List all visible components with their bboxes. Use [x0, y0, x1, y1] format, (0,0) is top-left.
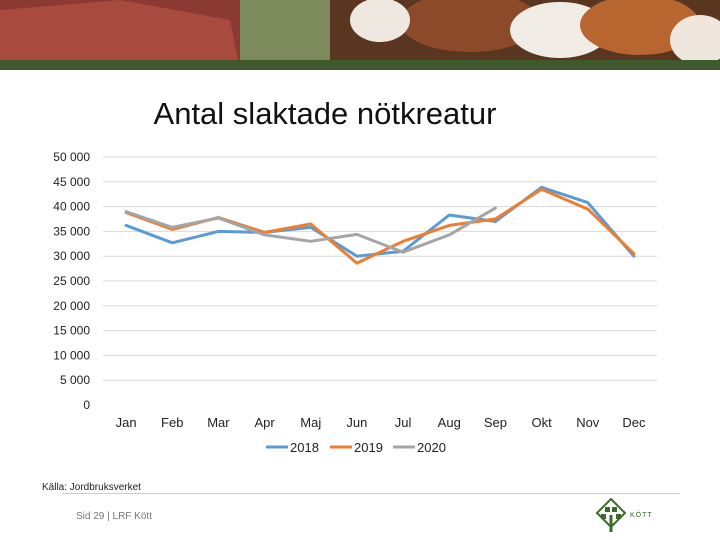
x-tick-label: Jun	[346, 415, 367, 430]
y-tick-label: 20 000	[53, 299, 90, 313]
logo-wordmark: KÖTT	[630, 512, 653, 519]
y-tick-label: 0	[83, 398, 90, 412]
grid-lines	[103, 156, 657, 381]
y-tick-label: 50 000	[53, 150, 90, 164]
tree-logo-icon	[595, 497, 627, 532]
page-label: Sid 29 | LRF Kött	[76, 511, 152, 522]
x-tick-label: Jan	[116, 415, 137, 430]
y-tick-label: 30 000	[53, 249, 90, 263]
chart-title: Antal slaktade nötkreatur	[153, 96, 497, 131]
source-note: Källa: Jordbruksverket	[42, 482, 141, 493]
x-tick-label: Nov	[576, 415, 600, 430]
y-axis-tick-labels: 0 5 000 10 000 15 000 20 000 25 000 30 000 35 0…	[53, 150, 90, 412]
x-tick-label: Dec	[622, 415, 646, 430]
x-tick-label: Maj	[300, 415, 321, 430]
legend-label-2020: 2020	[417, 440, 446, 455]
y-tick-label: 25 000	[53, 274, 90, 288]
footer-divider	[62, 493, 680, 494]
x-tick-label: Feb	[161, 415, 183, 430]
y-tick-label: 35 000	[53, 224, 90, 238]
legend: 2018 2019 2020	[266, 440, 446, 455]
y-tick-label: 15 000	[53, 324, 90, 338]
x-tick-label: Sep	[484, 415, 507, 430]
series-line-2020	[124, 206, 497, 254]
series-line-2019	[124, 187, 636, 265]
line-chart: 0 5 000 10 000 15 000 20 000 25 000 30 000 35 0…	[53, 150, 657, 455]
x-tick-label: Mar	[207, 415, 230, 430]
x-tick-label: Okt	[531, 415, 552, 430]
header-photo-banner	[0, 0, 720, 70]
y-tick-label: 10 000	[53, 348, 90, 362]
x-tick-label: Apr	[254, 415, 275, 430]
x-axis-tick-labels: Jan Feb Mar Apr Maj Jun Jul Aug Sep Okt Nov Dec	[116, 415, 646, 430]
y-tick-label: 5 000	[60, 373, 90, 387]
x-tick-label: Jul	[395, 415, 412, 430]
y-tick-label: 45 000	[53, 175, 90, 189]
legend-label-2018: 2018	[290, 440, 319, 455]
y-tick-label: 40 000	[53, 200, 90, 214]
data-series	[124, 185, 636, 265]
legend-label-2019: 2019	[354, 440, 383, 455]
x-tick-label: Aug	[438, 415, 461, 430]
lrf-kott-logo: KÖTT	[594, 497, 694, 534]
